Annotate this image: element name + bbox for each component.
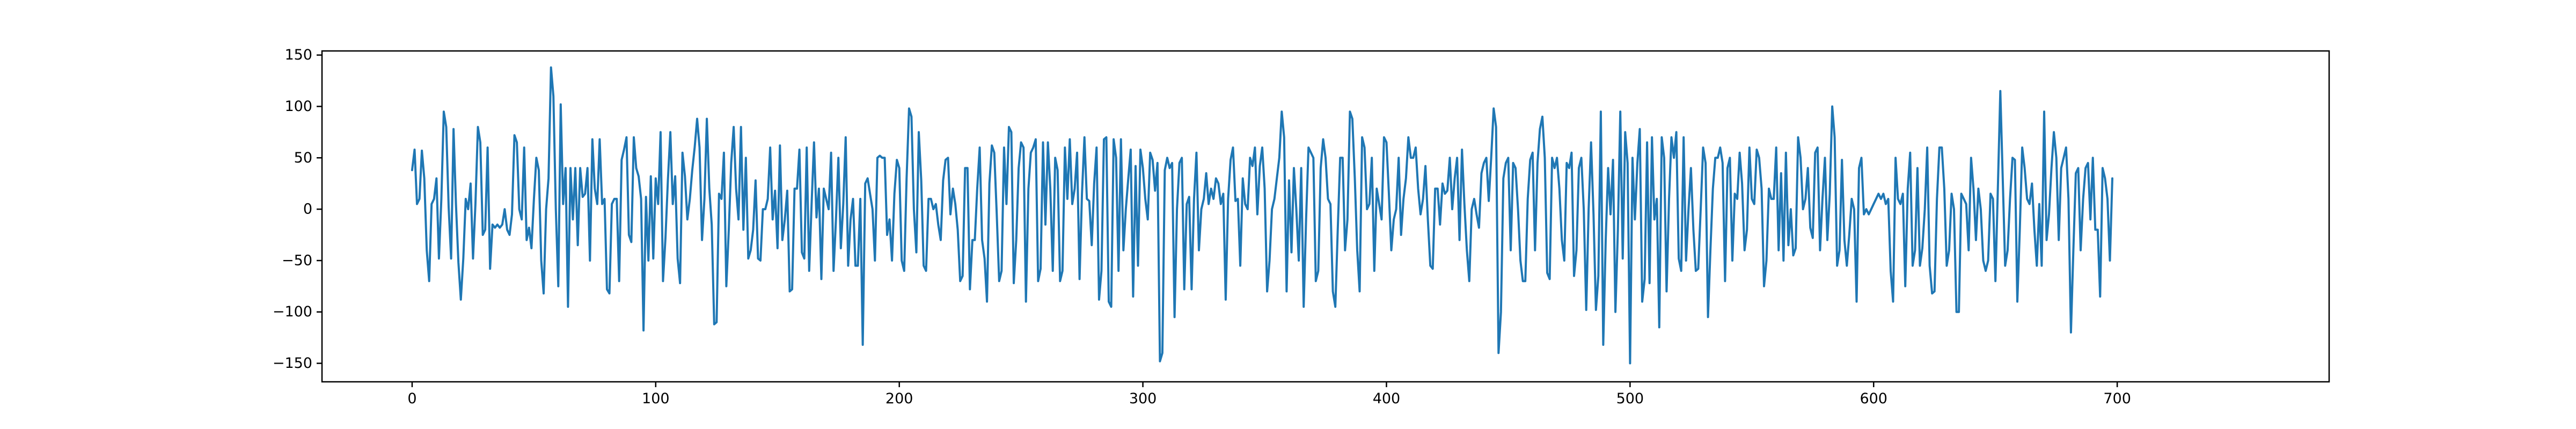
y-tick-label: 150 — [284, 47, 312, 63]
x-tick-label: 200 — [885, 390, 913, 407]
y-tick-label: −50 — [282, 252, 312, 269]
y-tick-label: −150 — [273, 355, 312, 372]
plot-area-frame — [321, 50, 2330, 383]
x-tick-label: 500 — [1616, 390, 1644, 407]
x-tick-label: 300 — [1129, 390, 1157, 407]
y-tick-label: 0 — [303, 201, 312, 218]
x-tick-label: 100 — [642, 390, 670, 407]
y-axis-ticks: −150 −100 −50 0 50 100 150 — [273, 47, 322, 372]
y-tick-label: 100 — [284, 98, 312, 115]
x-axis-ticks: 0 100 200 300 400 500 600 700 — [407, 382, 2131, 407]
x-tick-label: 400 — [1373, 390, 1401, 407]
y-tick-label: 50 — [294, 150, 312, 166]
x-tick-label: 0 — [407, 390, 416, 407]
x-tick-label: 600 — [1860, 390, 1887, 407]
series-line — [411, 66, 2113, 365]
y-tick-label: −100 — [273, 304, 312, 320]
x-tick-label: 700 — [2103, 390, 2131, 407]
